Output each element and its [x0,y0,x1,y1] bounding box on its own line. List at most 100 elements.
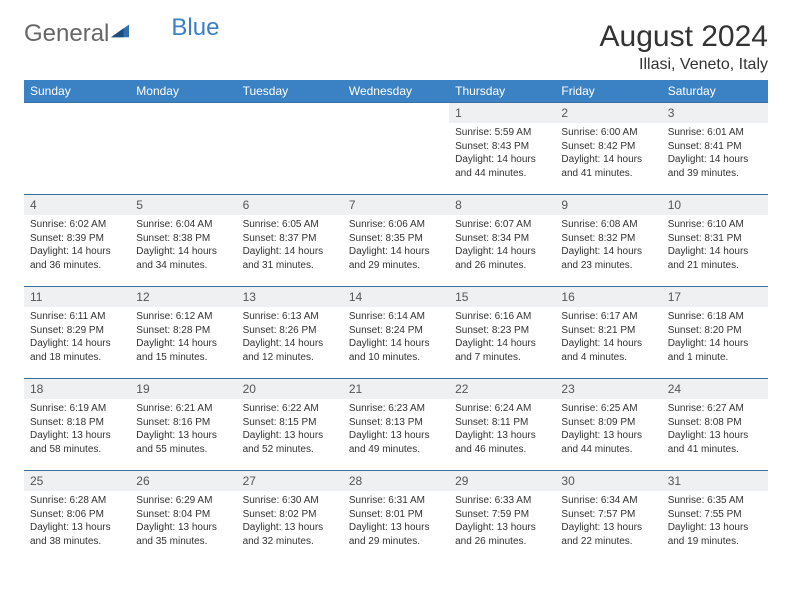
day-content: Sunrise: 6:14 AMSunset: 8:24 PMDaylight:… [343,307,449,370]
day-number: 17 [662,287,768,307]
calendar-row: 11Sunrise: 6:11 AMSunset: 8:29 PMDayligh… [24,287,768,379]
day-number: 9 [555,195,661,215]
day-number: 22 [449,379,555,399]
day-content: Sunrise: 6:29 AMSunset: 8:04 PMDaylight:… [130,491,236,554]
day-number: 4 [24,195,130,215]
calendar-cell: 6Sunrise: 6:05 AMSunset: 8:37 PMDaylight… [237,195,343,287]
calendar-cell: 8Sunrise: 6:07 AMSunset: 8:34 PMDaylight… [449,195,555,287]
calendar-cell: 13Sunrise: 6:13 AMSunset: 8:26 PMDayligh… [237,287,343,379]
weekday-header: Sunday [24,80,130,103]
day-number: 27 [237,471,343,491]
calendar-row: 1Sunrise: 5:59 AMSunset: 8:43 PMDaylight… [24,103,768,195]
calendar-row: 4Sunrise: 6:02 AMSunset: 8:39 PMDaylight… [24,195,768,287]
day-content: Sunrise: 6:11 AMSunset: 8:29 PMDaylight:… [24,307,130,370]
brand-part1: General [24,20,109,48]
day-content: Sunrise: 6:28 AMSunset: 8:06 PMDaylight:… [24,491,130,554]
weekday-header: Friday [555,80,661,103]
calendar-cell: 12Sunrise: 6:12 AMSunset: 8:28 PMDayligh… [130,287,236,379]
weekday-header: Wednesday [343,80,449,103]
weekday-header: Saturday [662,80,768,103]
day-content: Sunrise: 6:27 AMSunset: 8:08 PMDaylight:… [662,399,768,462]
calendar-cell: 18Sunrise: 6:19 AMSunset: 8:18 PMDayligh… [24,379,130,471]
calendar-cell: 10Sunrise: 6:10 AMSunset: 8:31 PMDayligh… [662,195,768,287]
day-number: 11 [24,287,130,307]
calendar-cell: 2Sunrise: 6:00 AMSunset: 8:42 PMDaylight… [555,103,661,195]
day-number: 13 [237,287,343,307]
day-content: Sunrise: 6:10 AMSunset: 8:31 PMDaylight:… [662,215,768,278]
location-label: Illasi, Veneto, Italy [600,56,768,74]
calendar-cell: 21Sunrise: 6:23 AMSunset: 8:13 PMDayligh… [343,379,449,471]
day-number: 5 [130,195,236,215]
day-number: 14 [343,287,449,307]
calendar-cell: 30Sunrise: 6:34 AMSunset: 7:57 PMDayligh… [555,471,661,563]
day-number: 6 [237,195,343,215]
day-content: Sunrise: 6:31 AMSunset: 8:01 PMDaylight:… [343,491,449,554]
day-number: 2 [555,103,661,123]
day-number: 28 [343,471,449,491]
day-number: 30 [555,471,661,491]
calendar-cell: 9Sunrise: 6:08 AMSunset: 8:32 PMDaylight… [555,195,661,287]
day-number: 12 [130,287,236,307]
calendar-cell: 31Sunrise: 6:35 AMSunset: 7:55 PMDayligh… [662,471,768,563]
title-block: August 2024 Illasi, Veneto, Italy [600,20,768,74]
day-number: 21 [343,379,449,399]
day-number: 8 [449,195,555,215]
calendar-cell: 14Sunrise: 6:14 AMSunset: 8:24 PMDayligh… [343,287,449,379]
brand-logo: General Blue [24,20,219,48]
day-content: Sunrise: 6:33 AMSunset: 7:59 PMDaylight:… [449,491,555,554]
calendar-cell: 16Sunrise: 6:17 AMSunset: 8:21 PMDayligh… [555,287,661,379]
day-number: 10 [662,195,768,215]
day-number: 23 [555,379,661,399]
calendar-cell-empty [130,103,236,195]
day-content: Sunrise: 6:05 AMSunset: 8:37 PMDaylight:… [237,215,343,278]
day-content: Sunrise: 6:02 AMSunset: 8:39 PMDaylight:… [24,215,130,278]
calendar-cell: 7Sunrise: 6:06 AMSunset: 8:35 PMDaylight… [343,195,449,287]
calendar-cell: 17Sunrise: 6:18 AMSunset: 8:20 PMDayligh… [662,287,768,379]
day-content: Sunrise: 6:30 AMSunset: 8:02 PMDaylight:… [237,491,343,554]
brand-part2: Blue [171,14,219,42]
calendar-cell: 22Sunrise: 6:24 AMSunset: 8:11 PMDayligh… [449,379,555,471]
day-number: 20 [237,379,343,399]
day-content: Sunrise: 6:00 AMSunset: 8:42 PMDaylight:… [555,123,661,186]
day-number: 31 [662,471,768,491]
day-content: Sunrise: 6:16 AMSunset: 8:23 PMDaylight:… [449,307,555,370]
calendar-cell: 1Sunrise: 5:59 AMSunset: 8:43 PMDaylight… [449,103,555,195]
calendar-cell-empty [343,103,449,195]
day-content: Sunrise: 6:18 AMSunset: 8:20 PMDaylight:… [662,307,768,370]
calendar-cell: 3Sunrise: 6:01 AMSunset: 8:41 PMDaylight… [662,103,768,195]
day-number: 25 [24,471,130,491]
calendar-cell: 25Sunrise: 6:28 AMSunset: 8:06 PMDayligh… [24,471,130,563]
calendar-cell-empty [24,103,130,195]
day-content: Sunrise: 6:19 AMSunset: 8:18 PMDaylight:… [24,399,130,462]
calendar-cell: 11Sunrise: 6:11 AMSunset: 8:29 PMDayligh… [24,287,130,379]
day-number: 18 [24,379,130,399]
day-number: 1 [449,103,555,123]
calendar-cell: 20Sunrise: 6:22 AMSunset: 8:15 PMDayligh… [237,379,343,471]
day-content: Sunrise: 6:13 AMSunset: 8:26 PMDaylight:… [237,307,343,370]
weekday-header: Thursday [449,80,555,103]
calendar-cell: 27Sunrise: 6:30 AMSunset: 8:02 PMDayligh… [237,471,343,563]
calendar-cell: 23Sunrise: 6:25 AMSunset: 8:09 PMDayligh… [555,379,661,471]
calendar-cell: 4Sunrise: 6:02 AMSunset: 8:39 PMDaylight… [24,195,130,287]
day-number: 15 [449,287,555,307]
day-content: Sunrise: 6:12 AMSunset: 8:28 PMDaylight:… [130,307,236,370]
weekday-header: Monday [130,80,236,103]
day-content: Sunrise: 6:24 AMSunset: 8:11 PMDaylight:… [449,399,555,462]
day-number: 24 [662,379,768,399]
day-number: 3 [662,103,768,123]
weekday-header-row: SundayMondayTuesdayWednesdayThursdayFrid… [24,80,768,103]
calendar-cell: 19Sunrise: 6:21 AMSunset: 8:16 PMDayligh… [130,379,236,471]
flag-icon [111,21,129,39]
day-content: Sunrise: 5:59 AMSunset: 8:43 PMDaylight:… [449,123,555,186]
day-content: Sunrise: 6:01 AMSunset: 8:41 PMDaylight:… [662,123,768,186]
day-number: 19 [130,379,236,399]
day-number: 26 [130,471,236,491]
calendar-table: SundayMondayTuesdayWednesdayThursdayFrid… [24,80,768,563]
day-number: 7 [343,195,449,215]
day-number: 29 [449,471,555,491]
day-number: 16 [555,287,661,307]
calendar-row: 18Sunrise: 6:19 AMSunset: 8:18 PMDayligh… [24,379,768,471]
day-content: Sunrise: 6:04 AMSunset: 8:38 PMDaylight:… [130,215,236,278]
day-content: Sunrise: 6:08 AMSunset: 8:32 PMDaylight:… [555,215,661,278]
day-content: Sunrise: 6:34 AMSunset: 7:57 PMDaylight:… [555,491,661,554]
